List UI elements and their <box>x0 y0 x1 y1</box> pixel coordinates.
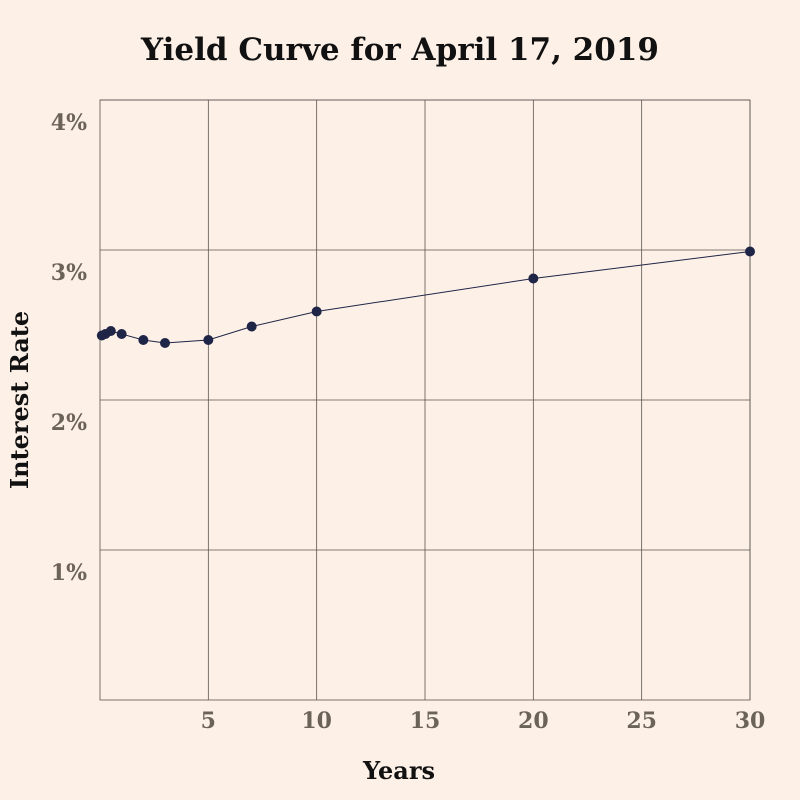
y-axis-tick-labels: 1% 2% 3% 4% <box>51 110 87 586</box>
data-point <box>528 273 539 284</box>
x-tick-label: 20 <box>518 708 549 734</box>
y-tick-label: 1% <box>51 560 87 586</box>
x-tick-label: 10 <box>301 708 332 734</box>
x-tick-label: 15 <box>410 708 441 734</box>
data-point <box>138 335 149 345</box>
chart-title: Yield Curve for April 17, 2019 <box>140 32 659 68</box>
yield-series-line <box>101 251 751 344</box>
y-tick-label: 2% <box>51 410 87 436</box>
y-tick-label: 3% <box>51 260 87 286</box>
y-tick-label: 4% <box>51 110 87 136</box>
data-point <box>745 246 755 257</box>
x-tick-label: 25 <box>626 708 657 734</box>
data-point <box>203 335 214 345</box>
data-point <box>160 338 170 348</box>
data-point <box>311 306 322 317</box>
x-axis-tick-labels: 5 10 15 20 25 30 <box>201 708 766 734</box>
data-point <box>116 329 127 339</box>
x-axis-title: Years <box>362 756 435 785</box>
data-point <box>246 321 257 332</box>
data-points <box>96 246 755 348</box>
x-tick-label: 5 <box>201 708 216 734</box>
series-layer <box>101 251 751 344</box>
y-axis-title: Interest Rate <box>5 311 34 489</box>
plot-frame <box>99 99 751 701</box>
x-tick-label: 30 <box>735 708 766 734</box>
data-point <box>105 326 116 336</box>
grid-lines <box>100 99 751 700</box>
